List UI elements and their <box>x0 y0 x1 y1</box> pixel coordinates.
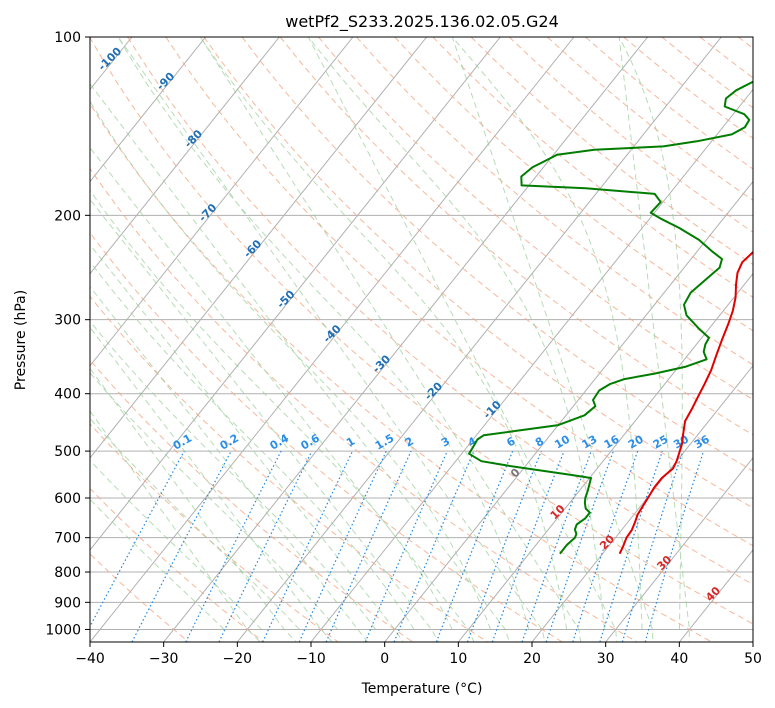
mixing-ratio-line <box>599 450 663 642</box>
y-tick-label: 300 <box>54 313 81 329</box>
dry-adiabat <box>90 487 264 642</box>
isotherm-gridline <box>457 272 753 642</box>
dry-adiabat <box>90 103 712 642</box>
profile-series <box>468 80 753 555</box>
dewpoint-profile-line <box>468 80 753 555</box>
chart-title: wetPf2_S233.2025.136.02.05.G24 <box>285 12 559 32</box>
mixing-ratio-line <box>325 450 412 642</box>
y-tick-label: 700 <box>54 531 81 547</box>
y-tick-label: 800 <box>54 565 81 581</box>
plot-frame <box>89 36 754 643</box>
dry-adiabat <box>127 37 753 586</box>
x-tick-label: 50 <box>744 651 762 667</box>
background-lines <box>90 37 753 642</box>
x-tick-label: 20 <box>523 651 541 667</box>
isotherm-gridline <box>531 364 753 642</box>
dry-adiabat <box>90 359 414 642</box>
y-tick-label: 100 <box>54 30 81 46</box>
isotherm-gridline <box>605 457 753 642</box>
moist-adiabat <box>90 410 261 642</box>
dry-adiabat <box>90 423 339 642</box>
mixing-ratio-line <box>185 450 282 642</box>
x-tick-label: −10 <box>296 651 326 667</box>
mixing-ratio-line <box>545 450 614 642</box>
dry-adiabat <box>90 295 488 642</box>
isotherm-gridline <box>90 37 280 275</box>
mixing-ratio-line <box>621 450 684 642</box>
plot-area: 0.1 0.2 0.4 0.6 1 1.5 2 3 4 6 8 10 13 16 20 25 30 36-100-… <box>90 37 753 642</box>
isotherm-gridline <box>90 37 354 367</box>
mixing-ratio-line <box>364 450 448 642</box>
y-tick-label: 200 <box>54 208 81 224</box>
moist-adiabat <box>451 37 654 642</box>
moist-adiabat <box>90 198 439 642</box>
moist-adiabat <box>90 367 297 642</box>
moist-adiabat <box>90 326 333 642</box>
y-tick-label: 600 <box>54 491 81 507</box>
moist-adiabat <box>117 37 546 642</box>
moist-adiabat <box>90 285 369 642</box>
temperature-profile-line <box>618 250 753 555</box>
isotherm-gridline <box>163 37 649 642</box>
y-tick-label: 1000 <box>45 622 81 638</box>
dry-adiabat <box>90 37 753 625</box>
dry-adiabat <box>203 37 753 509</box>
moist-adiabat <box>199 37 582 642</box>
isotherm-gridline <box>236 37 722 642</box>
isotherm-gridline <box>90 37 575 642</box>
dry-adiabat <box>241 37 753 472</box>
mixing-ratio-line <box>262 450 354 642</box>
x-tick-label: 40 <box>670 651 688 667</box>
moist-adiabat <box>90 147 475 642</box>
dry-adiabat <box>432 37 753 298</box>
y-axis-ticks: 100 200 300 400 500 600 700 800 900 1000 <box>45 30 90 638</box>
x-axis-label: Temperature (°C) <box>361 681 483 697</box>
x-tick-label: −40 <box>75 651 105 667</box>
isotherm-gridline <box>90 37 501 551</box>
dry-adiabat <box>394 37 753 332</box>
mixing-ratio-line <box>644 450 705 642</box>
mixing-ratio-line <box>521 450 592 642</box>
moist-adiabat <box>618 37 690 642</box>
isotherm-gridline <box>384 180 753 642</box>
moist-adiabat <box>307 37 618 642</box>
mixing-ratio-line <box>572 450 639 642</box>
x-tick-label: −30 <box>149 651 179 667</box>
x-axis-ticks: −40 −30 −20 −10 0 10 20 30 40 50 <box>75 642 762 667</box>
isotherm-gridline <box>90 37 207 183</box>
y-tick-label: 500 <box>54 444 81 460</box>
y-tick-label: 400 <box>54 387 81 403</box>
x-tick-label: −20 <box>223 651 253 667</box>
mixing-ratio-line <box>298 450 387 642</box>
y-axis-label: Pressure (hPa) <box>13 290 29 390</box>
dry-adiabat <box>165 37 753 547</box>
x-tick-label: 0 <box>380 651 389 667</box>
mixing-ratio-line <box>435 450 514 642</box>
dry-adiabat <box>90 167 638 642</box>
mixing-ratio-line <box>466 450 542 642</box>
moist-adiabat <box>90 83 510 642</box>
mixing-ratio-line <box>491 450 565 642</box>
isotherm-gridline <box>90 37 428 459</box>
x-tick-label: 30 <box>597 651 615 667</box>
dry-adiabat <box>90 231 563 642</box>
x-tick-label: 10 <box>449 651 467 667</box>
y-tick-label: 900 <box>54 595 81 611</box>
